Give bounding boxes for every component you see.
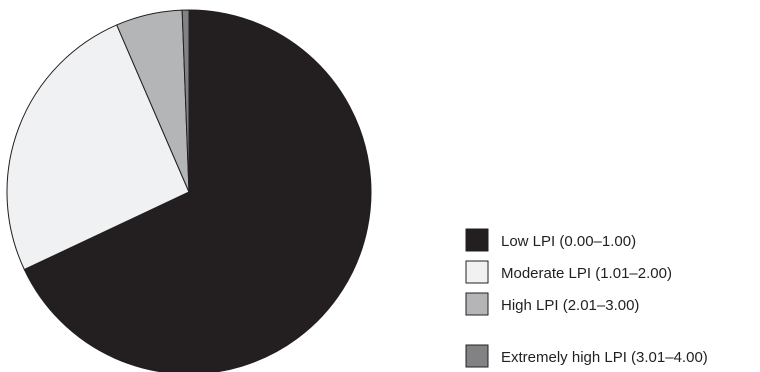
pie-slice-moderate [6,24,190,270]
legend-item-extremely-high: Extremely high LPI (3.01–4.00) [465,344,708,368]
legend-label-extremely-high: Extremely high LPI (3.01–4.00) [501,349,708,366]
legend-label-moderate: Moderate LPI (1.01–2.00) [501,265,672,282]
legend-label-low: Low LPI (0.00–1.00) [501,233,636,250]
pie-slice-extremely-high [181,9,190,193]
pie-slice-low [23,9,372,372]
legend-swatch-extremely-high [465,344,489,368]
legend-item-low: Low LPI (0.00–1.00) [465,228,636,252]
legend-swatch-moderate [465,260,489,284]
legend-swatch-high [465,292,489,316]
legend-item-high: High LPI (2.01–3.00) [465,292,639,316]
legend: Low LPI (0.00–1.00) Moderate LPI (1.01–2… [465,228,708,368]
pie-slices [6,9,372,372]
legend-swatch-low [465,228,489,252]
legend-item-moderate: Moderate LPI (1.01–2.00) [465,260,672,284]
legend-label-high: High LPI (2.01–3.00) [501,297,639,314]
